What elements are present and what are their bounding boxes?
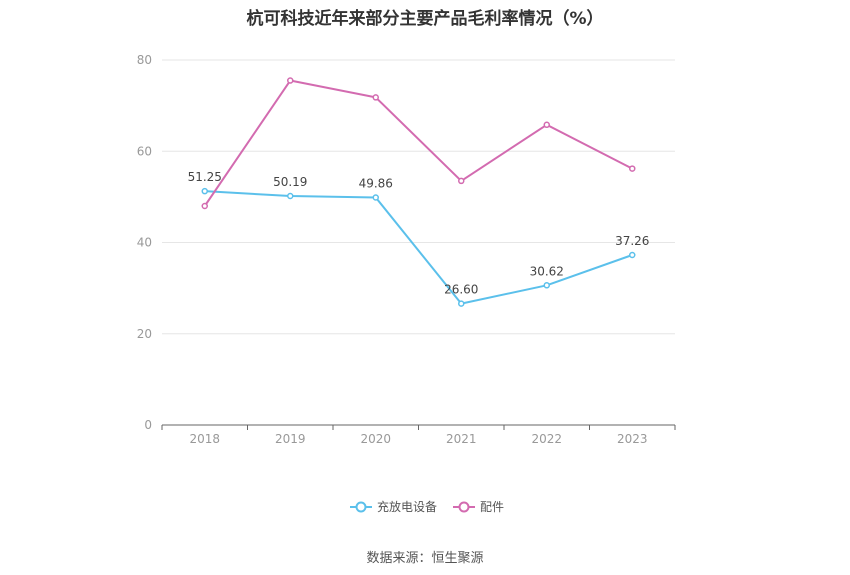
data-label: 37.26	[615, 234, 649, 248]
chart-title: 杭可科技近年来部分主要产品毛利率情况（%）	[246, 9, 604, 29]
data-point	[287, 77, 294, 84]
axis-layer: 0 20 40 60 80 2018 2019 2020 2021 2022 2023	[137, 53, 676, 446]
source-note: 数据来源：恒生聚源	[366, 551, 484, 566]
data-label: 51.25	[188, 170, 222, 184]
data-point	[458, 177, 465, 185]
legend-item: 充放电设备	[350, 499, 437, 514]
x-tick-label: 2019	[275, 432, 306, 446]
data-label: 30.62	[530, 264, 564, 278]
data-point	[629, 165, 636, 172]
y-tick-label: 80	[137, 53, 152, 67]
data-point	[458, 300, 465, 307]
legend-label: 配件	[480, 500, 504, 514]
grid-layer	[162, 59, 675, 335]
data-point	[629, 251, 636, 259]
data-label: 26.60	[444, 283, 478, 297]
data-point	[543, 282, 550, 289]
data-label: 50.19	[273, 175, 307, 189]
y-tick-label: 20	[137, 327, 152, 341]
data-label: 49.86	[359, 177, 393, 191]
legend: 充放电设备 配件	[350, 499, 504, 514]
x-tick-label: 2018	[189, 432, 220, 446]
y-tick-label: 0	[144, 418, 152, 432]
legend-label: 充放电设备	[377, 499, 437, 514]
data-point	[543, 121, 550, 129]
series-line-2	[203, 79, 633, 207]
x-tick-label: 2022	[531, 432, 562, 446]
y-tick-label: 60	[137, 144, 152, 158]
series-line-1	[204, 190, 633, 305]
data-point	[201, 202, 208, 210]
x-tick-label: 2023	[617, 432, 648, 446]
data-point	[287, 192, 294, 200]
x-tick-label: 2020	[360, 432, 391, 446]
x-tick-label: 2021	[446, 432, 477, 446]
series-layer	[201, 77, 636, 307]
legend-swatch-marker	[355, 501, 367, 513]
data-point	[372, 94, 379, 101]
legend-item: 配件	[453, 500, 504, 514]
data-point	[372, 194, 379, 201]
legend-swatch-marker	[458, 501, 470, 513]
label-layer: 51.25 50.19 49.86 26.60 30.62 37.26	[188, 170, 650, 296]
y-tick-label: 40	[137, 236, 152, 250]
data-point	[201, 187, 208, 195]
